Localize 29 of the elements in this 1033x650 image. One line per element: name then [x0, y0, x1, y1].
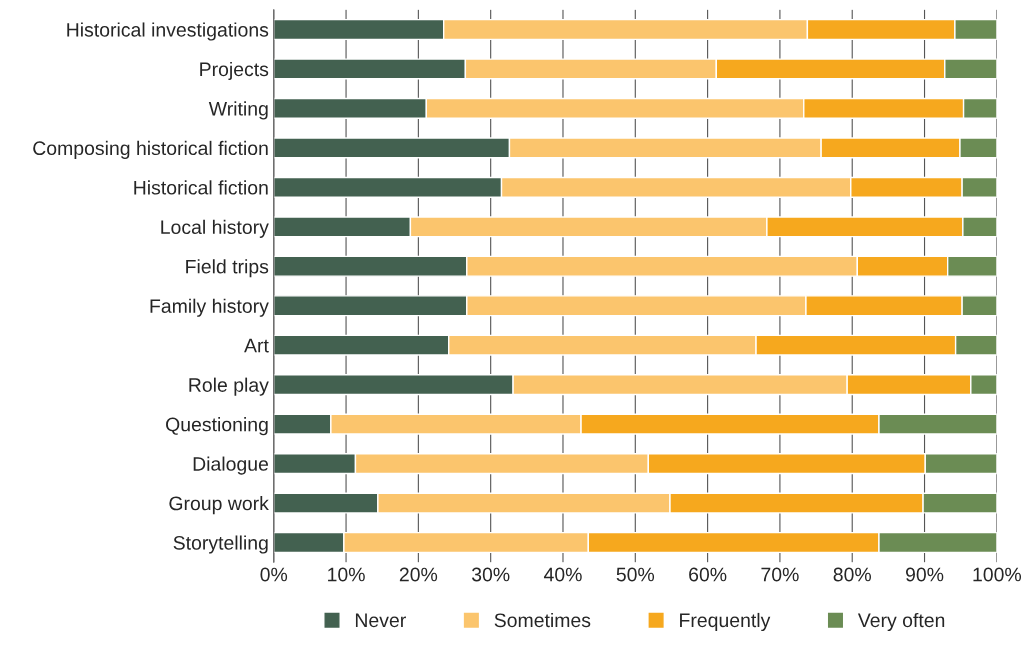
- x-tick-label: 90%: [905, 567, 944, 582]
- y-tick-label: Questioning: [166, 417, 268, 436]
- x-tick-label: 70%: [761, 567, 799, 582]
- x-tick-label: 50%: [616, 567, 655, 582]
- x-tick-label: 60%: [689, 567, 727, 582]
- x-tick-label: 80%: [833, 567, 871, 582]
- y-tick-label: Projects: [200, 61, 269, 81]
- y-tick-label: Role play: [189, 377, 269, 396]
- y-tick-label: Art: [244, 338, 269, 353]
- x-tick-label: 20%: [399, 567, 438, 582]
- y-tick-label: Local history: [161, 219, 269, 238]
- legend-label: Never: [355, 613, 406, 628]
- x-tick-label: 100%: [973, 567, 1022, 582]
- y-tick-label: Dialogue: [193, 456, 269, 475]
- y-tick-label: Field trips: [186, 259, 269, 278]
- x-tick-label: 40%: [543, 567, 582, 582]
- y-tick-label: Storytelling: [173, 535, 268, 554]
- y-tick-label: Composing historical fiction: [33, 140, 268, 159]
- legend-label: Sometimes: [494, 612, 591, 628]
- legend-label: Very often: [857, 612, 945, 632]
- y-tick-label: Writing: [208, 101, 268, 120]
- y-tick-label: Group work: [169, 496, 269, 515]
- x-tick-label: 30%: [471, 567, 510, 582]
- x-tick-label: 10%: [328, 567, 365, 582]
- y-tick-label: Family history: [150, 298, 269, 317]
- y-tick-label: Historical fiction: [134, 180, 268, 195]
- legend-label: Frequently: [680, 612, 771, 632]
- y-tick-label: Historical investigations: [67, 22, 269, 41]
- x-tick-label: 0%: [260, 567, 288, 582]
